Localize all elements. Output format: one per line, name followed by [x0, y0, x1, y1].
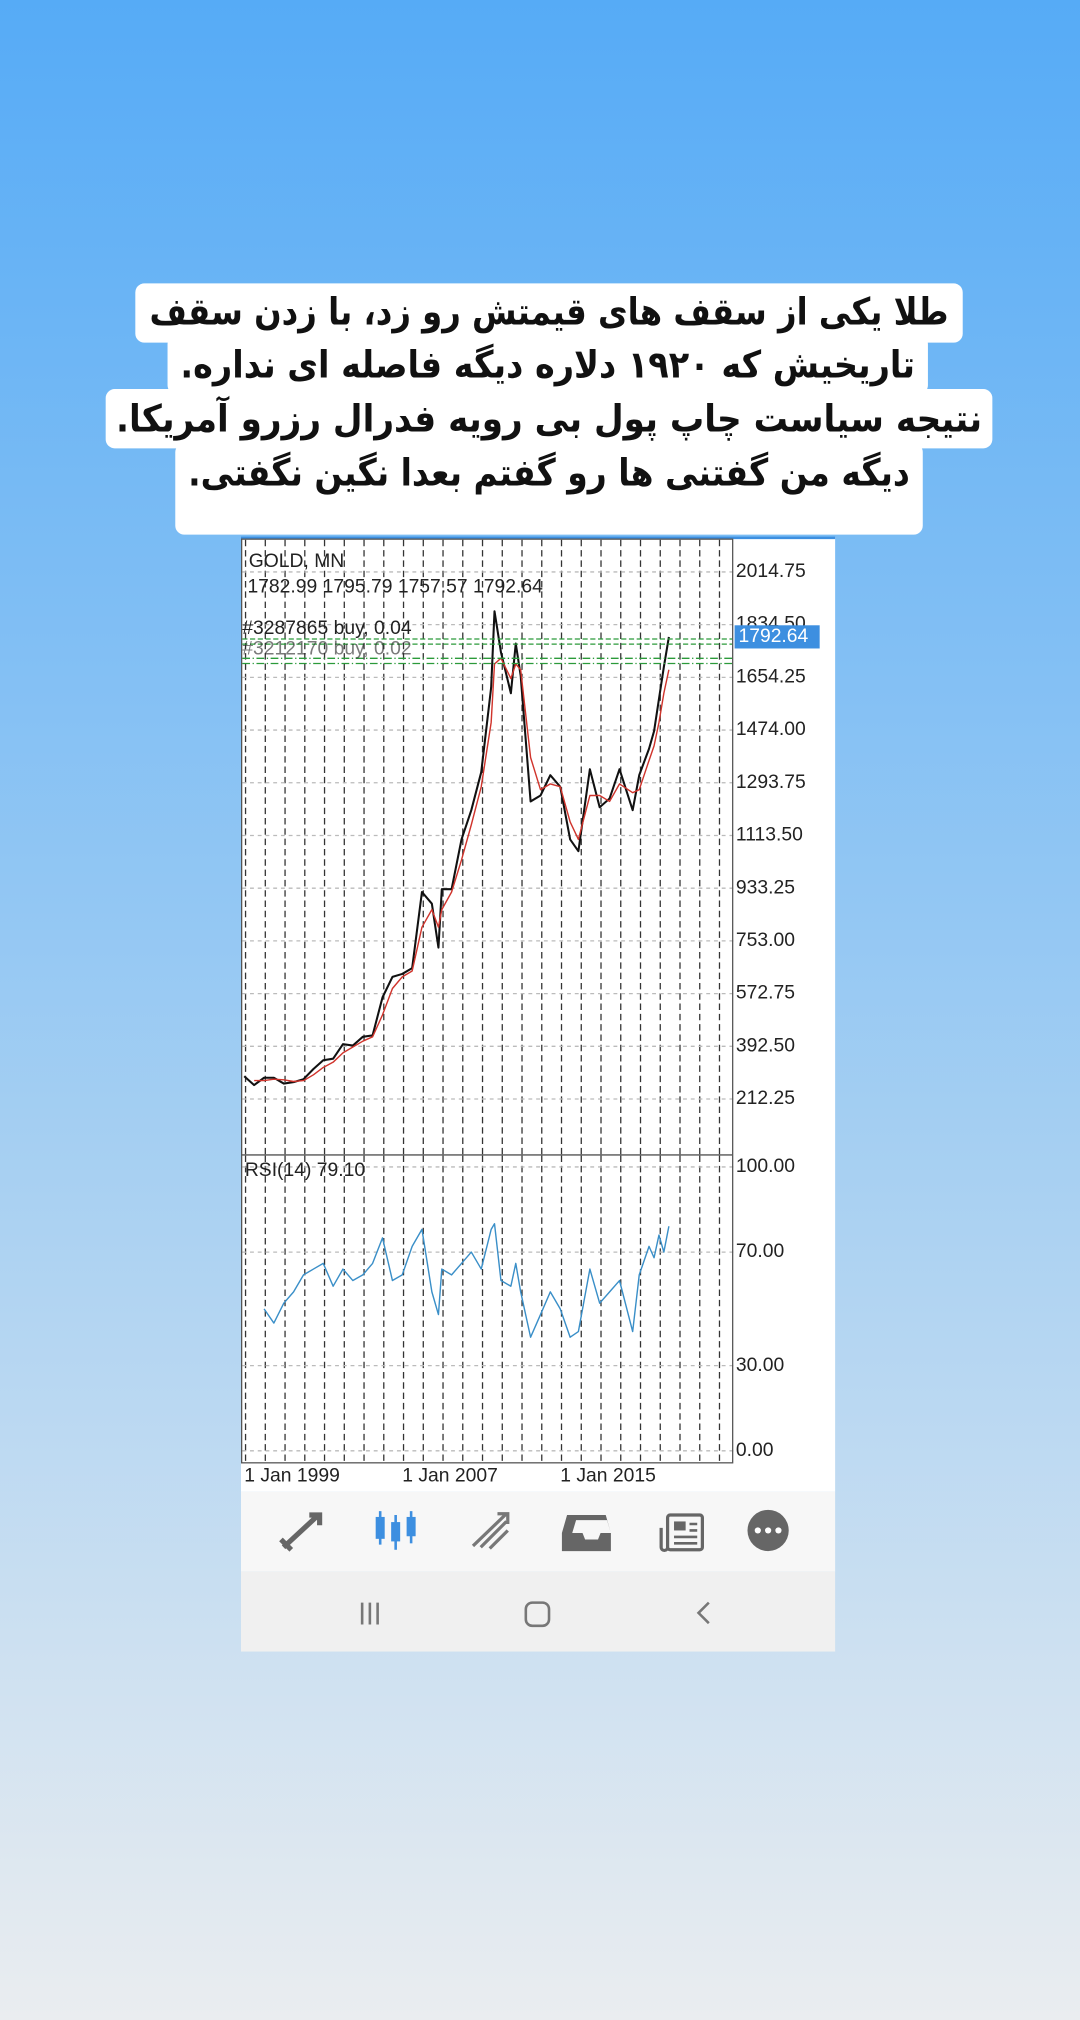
caption-box [175, 443, 923, 535]
y-tick-label: 933.25 [736, 877, 795, 898]
news-button[interactable] [659, 1513, 704, 1552]
series-line [254, 657, 670, 1083]
y-tick-label: 2014.75 [736, 561, 806, 582]
chart-title: GOLD, MN [249, 551, 345, 572]
caption-box [105, 389, 993, 449]
y-tick-label: 0.00 [736, 1440, 774, 1461]
plot-frame [241, 538, 734, 1464]
caption-line: طلا یکی از سقف های قیمتش رو زد، با زدن س… [149, 290, 948, 334]
back-button[interactable] [696, 1601, 710, 1625]
order-label: #3287865 buy, 0.04 [242, 618, 412, 639]
price-tag-bg [734, 625, 820, 649]
caption-line: تاریخیش که ۱۹۲۰ دلاره دیگه فاصله ای ندار… [180, 342, 915, 386]
history-button[interactable] [561, 1515, 611, 1552]
nav-bar [241, 1571, 836, 1652]
y-tick-label: 1113.50 [736, 825, 803, 846]
y-tick-label: 1474.00 [736, 719, 806, 740]
y-tick-label: 1654.25 [736, 666, 806, 687]
series-line [263, 1223, 670, 1338]
caption-line: نتیجه سیاست چاپ پول بی رویه فدرال رزرو آ… [116, 396, 982, 441]
chart-button[interactable] [375, 1511, 416, 1550]
y-tick-label: 30.00 [736, 1355, 784, 1376]
y-tick-label: 572.75 [736, 983, 795, 1004]
caption: طلا یکی از سقف های قیمتش رو زد، با زدن س… [105, 283, 993, 535]
indicator-title: RSI(14) 79.10 [245, 1160, 365, 1181]
plots [242, 539, 735, 1463]
toolbar [241, 1491, 836, 1572]
nav-bg [241, 1571, 836, 1652]
y-tick-label: 100.00 [736, 1156, 795, 1177]
toolbar-bg [241, 1491, 836, 1572]
order-label: #3212170 buy, 0.02 [242, 638, 411, 659]
order-lines [242, 638, 733, 665]
ohlc-readout: 1782.99 1795.79 1757.57 1792.64 [247, 577, 543, 598]
chart-screen [241, 537, 836, 1492]
recents-button[interactable] [360, 1602, 379, 1625]
caption-box [135, 283, 963, 343]
series-line [243, 610, 670, 1087]
price-tag: 1792.64 [738, 626, 808, 647]
y-tick-label: 70.00 [736, 1241, 784, 1262]
y-tick-label: 392.50 [736, 1035, 795, 1056]
x-tick-label: 1 Jan 2007 [402, 1465, 498, 1486]
y-tick-label: 212.25 [736, 1088, 795, 1109]
y-tick-label: 753.00 [736, 930, 795, 951]
quotes-button[interactable] [279, 1512, 323, 1552]
x-tick-label: 1 Jan 1999 [244, 1465, 340, 1486]
trade-button[interactable] [471, 1512, 510, 1550]
x-tick-label: 1 Jan 2015 [560, 1465, 656, 1486]
caption-line: دیگه من گفتنی ها رو گفتم بعدا نگین نگفتی… [188, 451, 910, 495]
y-tick-label: 1293.75 [736, 772, 806, 793]
home-button[interactable] [524, 1601, 551, 1628]
caption-box [167, 334, 928, 395]
chat-button[interactable] [747, 1509, 789, 1552]
